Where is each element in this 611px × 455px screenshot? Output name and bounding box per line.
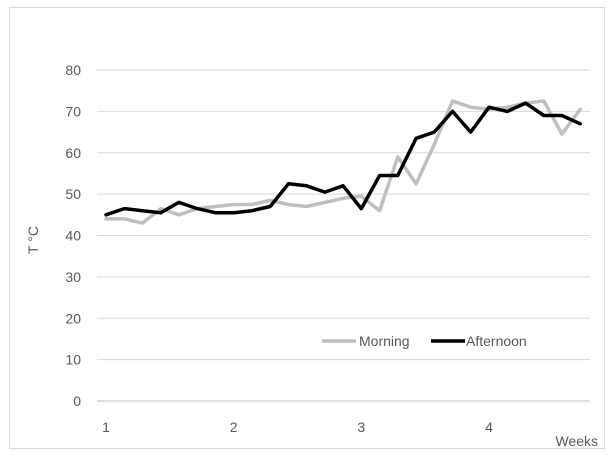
y-tick-label: 70 bbox=[65, 103, 81, 119]
y-tick-label: 60 bbox=[65, 145, 81, 161]
x-tick-label: 3 bbox=[357, 419, 365, 435]
y-tick-label: 80 bbox=[65, 62, 81, 78]
series-line-afternoon bbox=[104, 101, 582, 217]
x-tick-label: 1 bbox=[102, 419, 110, 435]
series-lines bbox=[104, 99, 582, 225]
x-tick-labels: 1 2 3 4 bbox=[102, 419, 493, 435]
y-tick-label: 0 bbox=[73, 393, 81, 409]
y-tick-label: 20 bbox=[65, 310, 81, 326]
legend-label-morning: Morning bbox=[359, 333, 410, 349]
series-line-morning bbox=[104, 99, 582, 225]
legend: Morning Afternoon bbox=[322, 333, 527, 349]
x-tick-label: 4 bbox=[485, 419, 493, 435]
legend-label-afternoon: Afternoon bbox=[466, 333, 527, 349]
y-axis-label: T °C bbox=[25, 226, 41, 254]
y-tick-label: 50 bbox=[65, 186, 81, 202]
x-tick-label: 2 bbox=[230, 419, 238, 435]
y-tick-label: 10 bbox=[65, 352, 81, 368]
y-tick-label: 30 bbox=[65, 269, 81, 285]
gridlines bbox=[97, 69, 590, 402]
y-tick-labels: 0 10 20 30 40 50 60 70 80 bbox=[65, 62, 81, 409]
y-tick-label: 40 bbox=[65, 228, 81, 244]
x-axis-label: Weeks bbox=[555, 433, 598, 449]
